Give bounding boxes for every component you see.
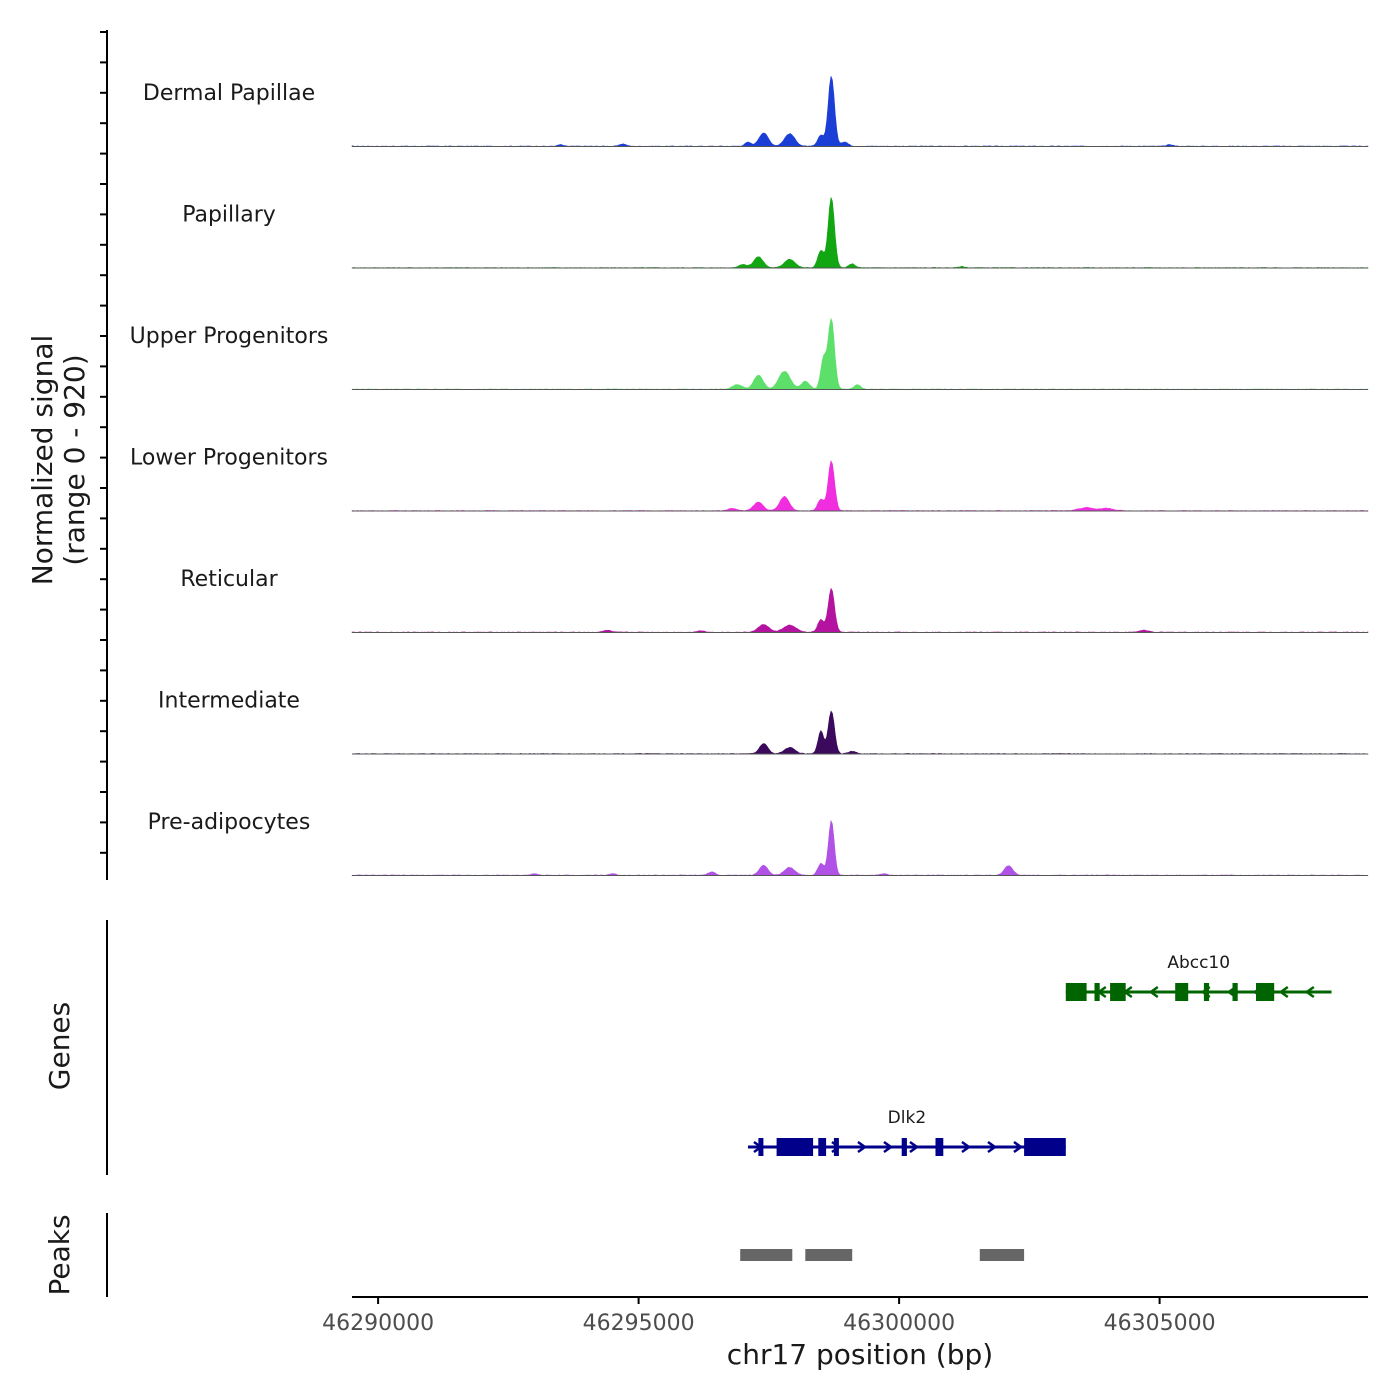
strand-chevron [987, 1140, 998, 1154]
track-label: Dermal Papillae [143, 81, 315, 106]
track-4: Reticular [180, 567, 1369, 633]
strand-chevron [1013, 1140, 1024, 1154]
signal-area [351, 587, 1369, 633]
track-label: Lower Progenitors [130, 446, 328, 471]
strand-chevron [909, 1140, 920, 1154]
genes-panel-label: Genes [43, 1002, 76, 1090]
signal-tracks: Dermal Papillae Papillary Upper Progenitor… [130, 76, 1369, 876]
signal-y-ticks [100, 31, 107, 854]
peak-region [740, 1249, 793, 1261]
track-1: Papillary [182, 197, 1369, 269]
gene-dlk2: Dlk2 [747, 1108, 1066, 1156]
strand-chevron [1278, 985, 1289, 999]
track-label: Intermediate [158, 689, 300, 714]
exon [1065, 983, 1087, 1001]
strand-chevron [857, 1140, 868, 1154]
signal-area [351, 76, 1369, 147]
gene-name: Dlk2 [888, 1108, 926, 1128]
track-2: Upper Progenitors [130, 318, 1369, 390]
exon [833, 1138, 839, 1156]
peak-region [805, 1249, 853, 1261]
strand-chevron [883, 1140, 894, 1154]
y-axis-range-label: (range 0 - 920) [58, 354, 91, 565]
exon [758, 1138, 764, 1156]
track-label: Pre-adipocytes [148, 810, 311, 835]
track-0: Dermal Papillae [143, 76, 1369, 147]
exon [901, 1138, 907, 1156]
gene-abcc10: Abcc10 [1065, 953, 1332, 1001]
exon [1256, 983, 1275, 1001]
track-6: Pre-adipocytes [148, 810, 1369, 876]
strand-chevron [1148, 985, 1159, 999]
exon [818, 1138, 827, 1156]
x-axis-label: chr17 position (bp) [727, 1338, 993, 1371]
exon [1094, 983, 1100, 1001]
x-tick-label: 46290000 [322, 1311, 434, 1336]
exon [1024, 1138, 1066, 1156]
x-axis-ticks: 46290000 46295000 46300000 46305000 [322, 1297, 1216, 1336]
exon [1110, 983, 1126, 1001]
signal-area [351, 459, 1369, 512]
peak-regions [740, 1249, 1025, 1261]
x-tick-label: 46300000 [843, 1311, 955, 1336]
signal-area [351, 710, 1369, 755]
strand-chevron [961, 1140, 972, 1154]
track-label: Papillary [182, 203, 276, 228]
exon [1232, 983, 1238, 1001]
peaks-panel-label: Peaks [43, 1214, 76, 1295]
signal-area [351, 197, 1369, 269]
track-5: Intermediate [158, 689, 1369, 755]
y-axis-label: Normalized signal [26, 335, 59, 586]
track-label: Reticular [180, 567, 278, 592]
exon [1203, 983, 1210, 1001]
x-tick-label: 46305000 [1104, 1311, 1216, 1336]
gene-models: Abcc10 Dlk2 [747, 953, 1332, 1156]
track-label: Upper Progenitors [130, 324, 329, 349]
strand-chevron [1304, 985, 1315, 999]
exon [776, 1138, 814, 1156]
track-3: Lower Progenitors [130, 446, 1369, 512]
exon [935, 1138, 944, 1156]
signal-area [351, 819, 1369, 876]
gene-name: Abcc10 [1167, 953, 1230, 973]
signal-area [351, 318, 1369, 390]
peak-region [979, 1249, 1025, 1261]
x-tick-label: 46295000 [583, 1311, 695, 1336]
exon [1175, 983, 1189, 1001]
